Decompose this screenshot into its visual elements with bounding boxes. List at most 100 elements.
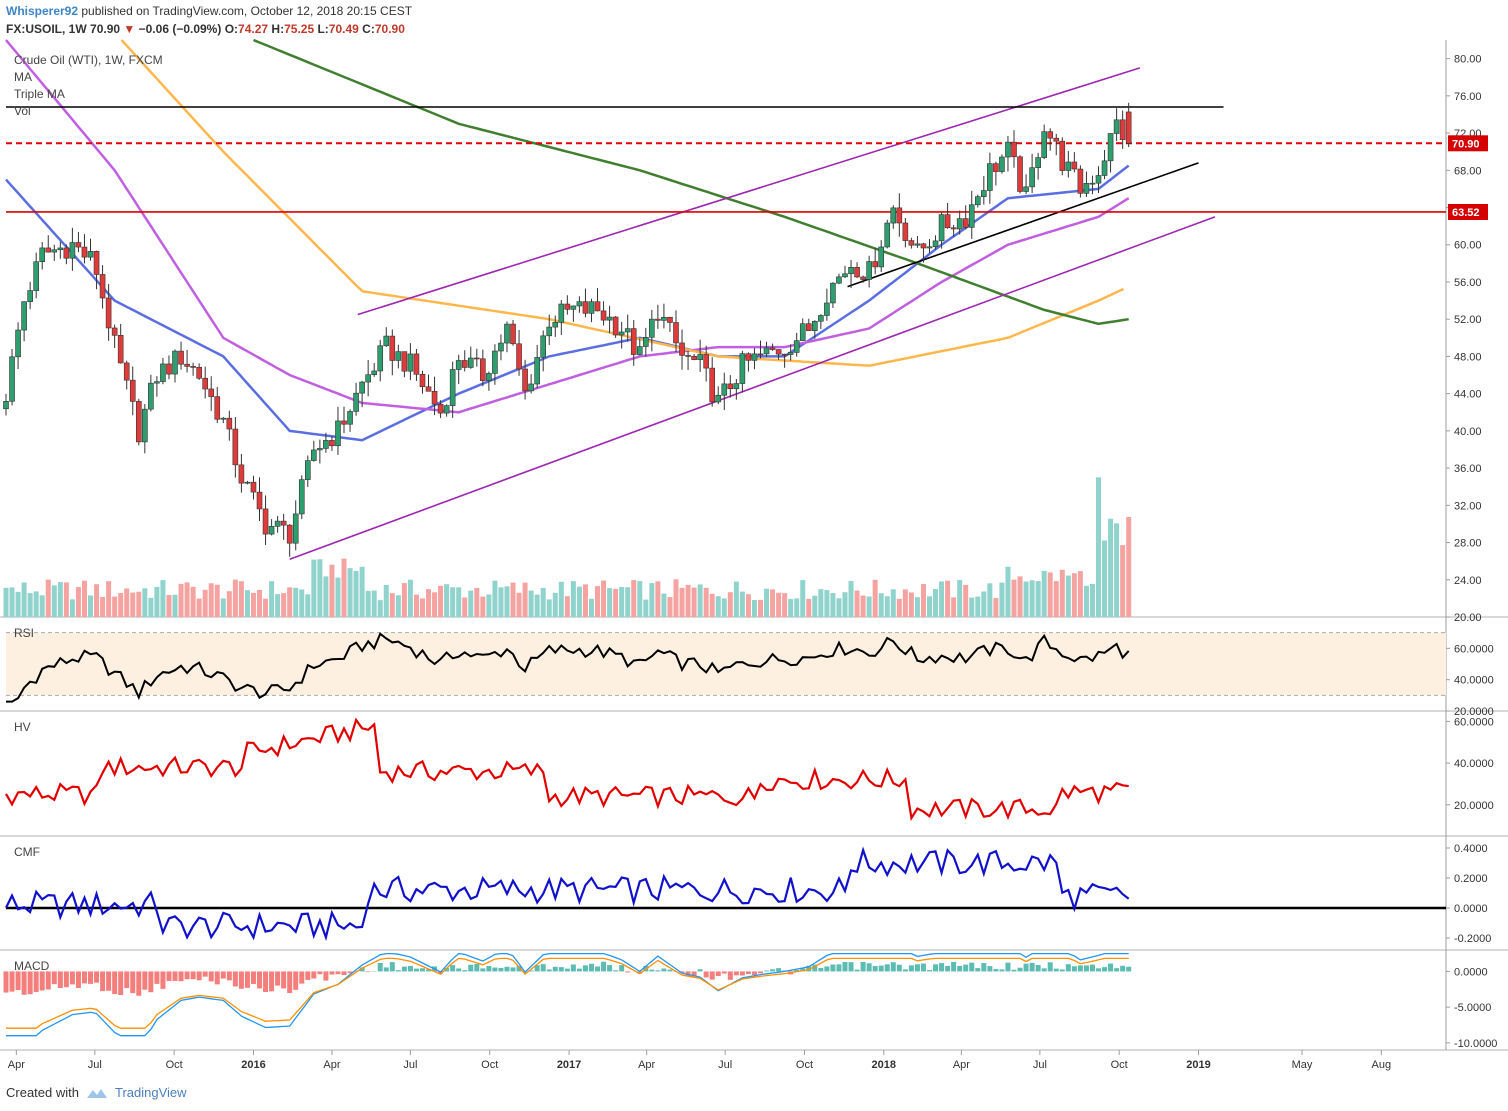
volume-bar bbox=[462, 597, 468, 617]
high-label: H: bbox=[271, 22, 285, 36]
candle-body bbox=[956, 218, 963, 230]
macd-histogram-bar bbox=[51, 971, 57, 985]
volume-bar bbox=[709, 593, 715, 617]
volume-bar bbox=[492, 580, 498, 617]
tradingview-link[interactable]: TradingView bbox=[114, 1085, 187, 1100]
candle-body bbox=[649, 318, 655, 338]
macd-histogram-bar bbox=[872, 965, 878, 972]
candle-body bbox=[510, 323, 516, 345]
candle-body bbox=[1071, 161, 1078, 170]
macd-histogram-bar bbox=[836, 964, 842, 972]
volume-bar bbox=[1041, 570, 1047, 617]
volume-bar bbox=[800, 580, 806, 617]
candle-body bbox=[353, 392, 359, 412]
publish-text: published on TradingView.com, October 12… bbox=[81, 4, 413, 18]
volume-bar bbox=[691, 587, 697, 617]
candle-body bbox=[697, 354, 703, 361]
volume-bar bbox=[323, 576, 329, 617]
down-arrow-icon: ▼ bbox=[123, 22, 136, 36]
volume-bar bbox=[975, 596, 981, 617]
volume-bar bbox=[619, 586, 625, 617]
volume-bar bbox=[890, 589, 896, 617]
macd-histogram-bar bbox=[764, 970, 770, 972]
macd-histogram-bar bbox=[576, 968, 582, 972]
created-with-text: Created with bbox=[6, 1085, 79, 1100]
volume-bar bbox=[178, 583, 184, 617]
volume-bar bbox=[456, 587, 462, 617]
volume-bar bbox=[926, 596, 932, 617]
hv-pane-label: HV bbox=[14, 720, 31, 734]
macd-histogram-bar bbox=[770, 969, 776, 972]
volume-bar bbox=[468, 590, 474, 617]
volume-bar bbox=[130, 592, 136, 617]
volume-bar bbox=[751, 599, 757, 617]
candle-body bbox=[968, 204, 975, 228]
volume-bar bbox=[317, 559, 323, 617]
volume-bar bbox=[1053, 581, 1059, 617]
x-tick-label: Jul bbox=[1033, 1059, 1047, 1071]
volume-bar bbox=[667, 597, 673, 617]
macd-histogram-bar bbox=[824, 966, 830, 972]
candle-body bbox=[437, 403, 444, 414]
candle-body bbox=[751, 353, 758, 361]
candle-body bbox=[1107, 133, 1114, 162]
macd-histogram-bar bbox=[1011, 969, 1017, 972]
macd-histogram-bar bbox=[450, 965, 456, 972]
candle-body bbox=[926, 246, 933, 249]
macd-histogram-bar bbox=[63, 971, 69, 988]
candle-body bbox=[787, 352, 794, 355]
macd-histogram-bar bbox=[69, 971, 75, 985]
volume-bar bbox=[299, 589, 305, 617]
volume-bar bbox=[643, 599, 649, 617]
candle-body bbox=[27, 290, 33, 302]
volume-bar bbox=[522, 582, 528, 617]
candle-body bbox=[630, 328, 637, 355]
x-tick-label: Aug bbox=[1372, 1059, 1392, 1071]
candle-body bbox=[317, 448, 323, 451]
volume-bar bbox=[293, 587, 299, 617]
candle-body bbox=[117, 335, 124, 364]
candle-body bbox=[860, 276, 866, 280]
tradingview-logo-icon[interactable] bbox=[85, 1086, 109, 1100]
volume-bar bbox=[558, 581, 564, 617]
macd-histogram-bar bbox=[190, 971, 196, 980]
volume-bar bbox=[389, 593, 395, 617]
macd-histogram-bar bbox=[33, 971, 39, 993]
volume-bar bbox=[1077, 571, 1083, 617]
volume-bar bbox=[88, 595, 94, 617]
volume-bar bbox=[933, 589, 939, 617]
candle-body bbox=[618, 331, 625, 336]
candle-body bbox=[872, 261, 878, 268]
macd-histogram-bar bbox=[389, 962, 395, 972]
cmf-y-tick-label: 0.4000 bbox=[1454, 843, 1488, 855]
macd-histogram-bar bbox=[57, 971, 63, 989]
candle-body bbox=[474, 357, 480, 360]
candle-body bbox=[99, 274, 106, 299]
volume-bar bbox=[902, 589, 908, 617]
volume-bar bbox=[63, 582, 69, 617]
volume-bar bbox=[450, 587, 456, 617]
macd-histogram-bar bbox=[154, 971, 160, 984]
x-tick-label: Oct bbox=[481, 1059, 498, 1071]
macd-histogram-bar bbox=[703, 971, 709, 978]
candle-body bbox=[57, 247, 64, 251]
candle-body bbox=[172, 350, 178, 375]
macd-histogram-bar bbox=[208, 971, 214, 982]
volume-bar bbox=[534, 594, 540, 617]
author-link[interactable]: Whisperer92 bbox=[6, 4, 79, 18]
volume-bar bbox=[601, 580, 607, 617]
volume-bar bbox=[257, 589, 263, 617]
macd-histogram-bar bbox=[1077, 965, 1083, 972]
candle-body bbox=[244, 481, 251, 484]
volume-bar bbox=[945, 580, 951, 617]
macd-histogram-bar bbox=[776, 968, 782, 972]
high-value: 75.25 bbox=[284, 22, 315, 36]
candle-body bbox=[848, 266, 854, 275]
hv-y-tick-label: 60.0000 bbox=[1454, 716, 1494, 728]
macd-histogram-bar bbox=[914, 964, 920, 972]
rsi-line bbox=[6, 632, 1130, 703]
candle-body bbox=[63, 247, 70, 259]
volume-bar bbox=[220, 598, 226, 617]
candle-body bbox=[190, 366, 196, 368]
